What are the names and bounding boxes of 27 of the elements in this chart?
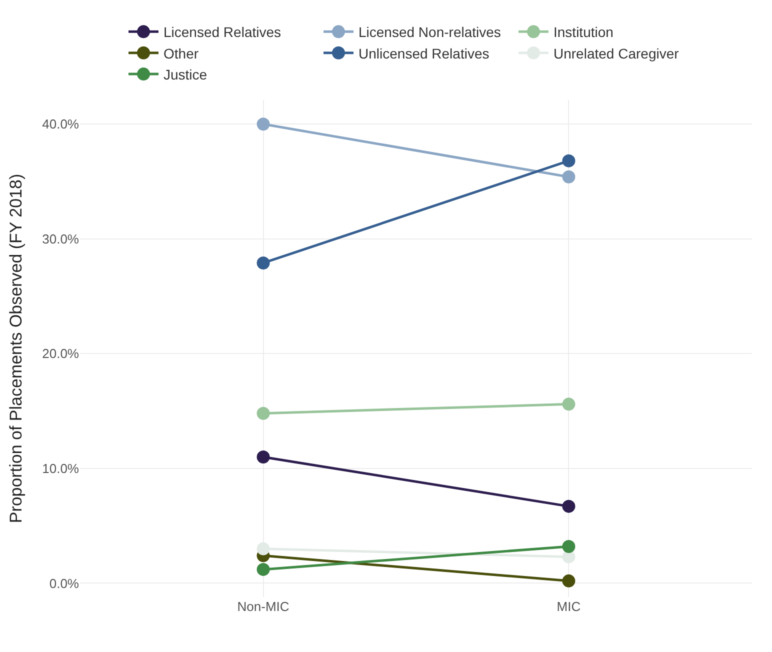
y-axis-title: Proportion of Placements Observed (FY 2018) xyxy=(6,174,26,524)
point xyxy=(256,450,270,464)
x-tick-label: Non-MIC xyxy=(237,599,290,614)
y-tick-label: 10.0% xyxy=(42,461,80,476)
y-tick-label: 30.0% xyxy=(42,231,80,246)
legend-label: Justice xyxy=(164,66,208,83)
legend-label: Licensed Non-relatives xyxy=(358,24,501,40)
legend-label: Unlicensed Relatives xyxy=(358,45,490,62)
legend-label: Licensed Relatives xyxy=(164,24,282,40)
legend-label: Unrelated Caregiver xyxy=(554,45,680,62)
point xyxy=(562,154,576,168)
point xyxy=(562,574,576,588)
point xyxy=(256,542,270,556)
y-tick-label: 0.0% xyxy=(49,576,80,591)
y-tick-label: 20.0% xyxy=(42,346,80,362)
legend-label: Other xyxy=(164,45,199,62)
legend-label: Institution xyxy=(554,24,614,40)
point xyxy=(562,500,576,513)
y-tick-label: 40.0% xyxy=(42,116,80,132)
point xyxy=(562,540,576,553)
point xyxy=(256,256,270,270)
point xyxy=(256,562,270,576)
point xyxy=(256,406,270,420)
point xyxy=(562,170,576,184)
point xyxy=(562,398,576,411)
x-tick-label: MIC xyxy=(556,599,581,614)
point xyxy=(256,118,270,131)
